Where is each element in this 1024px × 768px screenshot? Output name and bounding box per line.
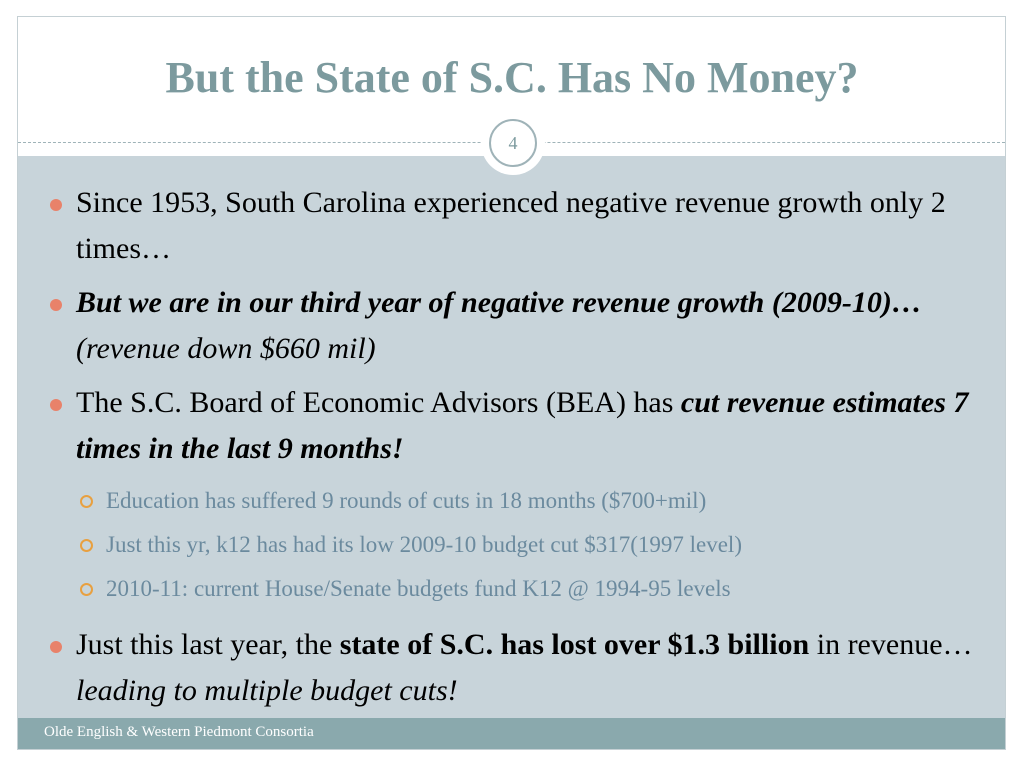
footer-text: Olde English & Western Piedmont Consorti… — [44, 724, 314, 740]
sub-bullet-ring-icon — [80, 539, 93, 552]
bullet-text: The S.C. Board of Economic Advisors (BEA… — [76, 386, 681, 419]
page-number: 4 — [489, 119, 537, 167]
content-panel — [18, 156, 1005, 726]
sub-bullet-ring-icon — [80, 495, 93, 508]
slide-title: But the State of S.C. Has No Money? — [165, 53, 859, 102]
sub-bullet-item: 2010-11: current House/Senate budgets fu… — [48, 574, 978, 604]
bullet-list: Since 1953, South Carolina experienced n… — [48, 180, 978, 722]
sub-bullet-item: Education has suffered 9 rounds of cuts … — [48, 486, 978, 516]
bullet-item: Since 1953, South Carolina experienced n… — [48, 180, 978, 272]
bullet-item: The S.C. Board of Economic Advisors (BEA… — [48, 380, 978, 472]
bullet-text-bold-italic: But we are in our third year of negative… — [76, 286, 922, 319]
sub-bullet-ring-icon — [80, 583, 93, 596]
bullet-text: Since 1953, South Carolina experienced n… — [76, 186, 946, 265]
footer-bar: Olde English & Western Piedmont Consorti… — [18, 718, 1005, 749]
bullet-text: in revenue… — [809, 628, 973, 661]
bullet-text-bold: state of S.C. has lost over $1.3 billion — [339, 628, 810, 661]
sub-bullet-text: Just this yr, k12 has had its low 2009-1… — [106, 532, 742, 557]
bullet-item: Just this last year, the state of S.C. h… — [48, 622, 978, 714]
bullet-dot-icon — [50, 299, 62, 311]
sub-bullet-item: Just this yr, k12 has had its low 2009-1… — [48, 530, 978, 560]
bullet-dot-icon — [50, 641, 62, 653]
bullet-text-bold-italic: cut revenue estimates 7 times in the las… — [76, 386, 969, 465]
bullet-text-italic: (revenue down $660 mil) — [76, 332, 376, 365]
bullet-text-italic: leading to multiple budget cuts! — [76, 674, 458, 707]
bullet-dot-icon — [50, 199, 62, 211]
bullet-text: Just this last year, the — [76, 628, 340, 661]
bullet-dot-icon — [50, 399, 62, 411]
sub-bullet-text: Education has suffered 9 rounds of cuts … — [106, 488, 707, 513]
sub-bullet-text: 2010-11: current House/Senate budgets fu… — [106, 576, 731, 601]
bullet-item: But we are in our third year of negative… — [48, 280, 978, 372]
